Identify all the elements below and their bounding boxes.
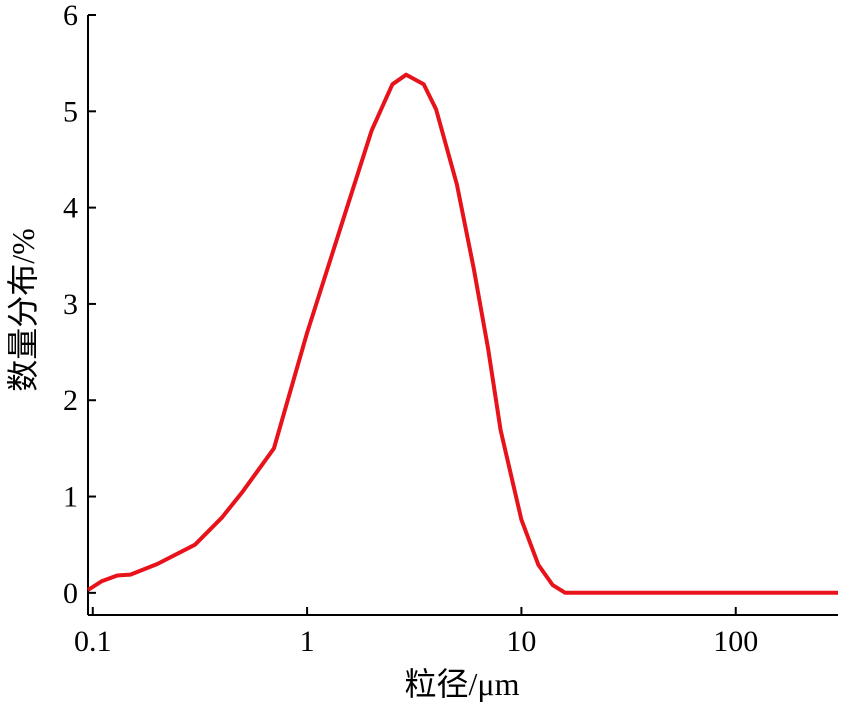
y-tick-label: 4 — [63, 192, 78, 225]
x-tick-label: 100 — [713, 625, 758, 658]
y-tick-label: 0 — [63, 577, 78, 610]
x-tick-label: 10 — [506, 625, 536, 658]
y-tick-label: 3 — [63, 288, 78, 321]
data-line — [86, 72, 838, 595]
x-axis-label: 粒径/μm — [405, 666, 520, 702]
x-tick-label: 0.1 — [74, 625, 112, 658]
x-tick-label: 1 — [300, 625, 315, 658]
y-tick-label: 2 — [63, 384, 78, 417]
y-tick-label: 5 — [63, 95, 78, 128]
y-axis-label: 数量分布/% — [5, 228, 41, 392]
y-tick-label: 6 — [63, 0, 78, 32]
y-tick-label: 1 — [63, 481, 78, 514]
